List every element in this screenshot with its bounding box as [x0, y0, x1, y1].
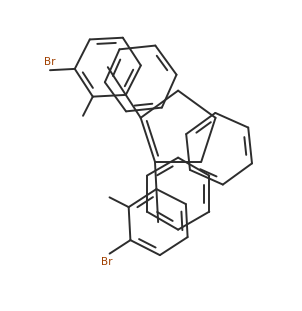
- Text: Br: Br: [44, 57, 56, 67]
- Text: Br: Br: [101, 257, 112, 267]
